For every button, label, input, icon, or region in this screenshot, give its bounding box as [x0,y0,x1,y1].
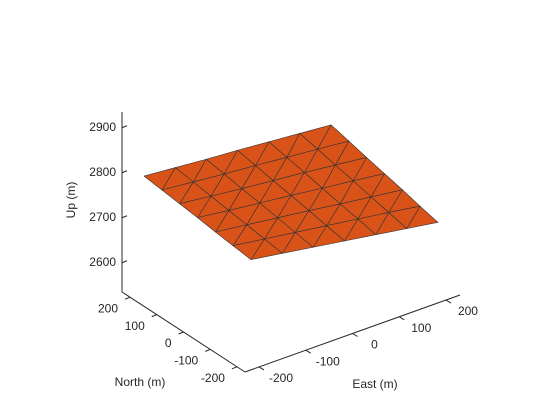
y-axis-label: North (m) [115,375,166,389]
surface-face [215,224,248,247]
x-tick-label: -100 [316,354,340,368]
z-tick-label: 2700 [89,210,116,224]
z-axis-label: Up (m) [64,182,78,219]
surface-face [179,195,212,218]
z-tick [121,260,128,264]
x-tick-label: 200 [458,304,478,318]
y-tick [178,331,184,335]
z-tick-label: 2800 [89,165,116,179]
z-tick-label: 2900 [89,120,116,134]
x-tick-label: 0 [371,338,378,352]
z-tick [121,125,128,129]
x-tick [258,366,265,371]
y-tick [205,348,211,352]
y-tick-label: 100 [125,319,145,333]
y-tick [124,296,131,300]
z-tick [121,170,128,174]
y-tick [151,314,157,318]
y-tick-label: 0 [165,336,172,350]
x-tick [445,299,452,304]
x-tick [398,316,405,321]
surface-face [143,167,176,191]
x-tick-label: -200 [269,371,293,385]
y-tick [231,366,238,370]
z-tick [121,215,128,219]
x-tick [352,333,358,337]
surface-face [232,238,265,260]
surface-face [161,181,194,205]
x-tick [305,349,312,354]
surface-face [197,210,230,233]
y-tick-label: -100 [174,354,198,368]
x-axis-label: East (m) [352,377,397,391]
z-tick-label: 2600 [89,255,116,269]
x-tick-label: 100 [411,321,431,335]
y-tick-label: -200 [201,371,225,385]
y-tick-label: 200 [98,301,118,315]
